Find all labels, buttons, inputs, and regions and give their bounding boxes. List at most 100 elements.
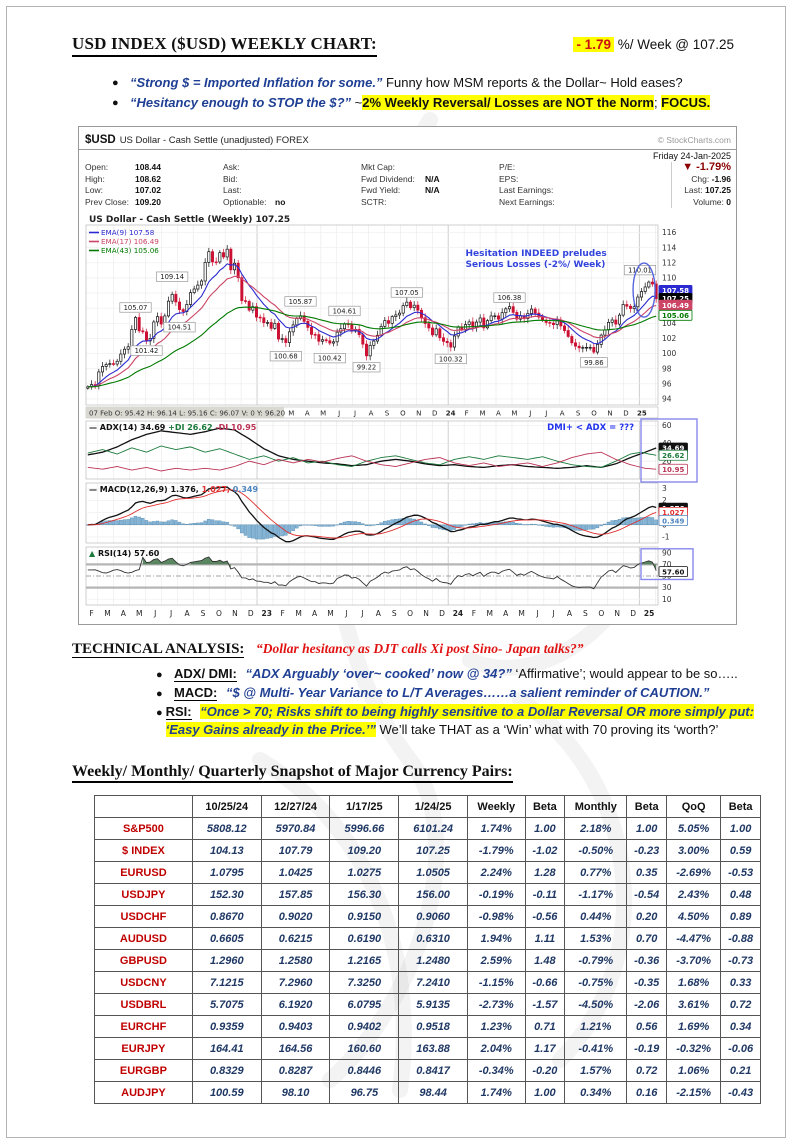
pair-value: 0.71 bbox=[524, 1015, 566, 1038]
bullet-quote: “Strong $ = Imported Inflation for some.… bbox=[130, 75, 383, 90]
technical-analysis-section: TECHNICAL ANALYSIS: “Dollar hesitancy as… bbox=[72, 641, 792, 739]
svg-text:100.32: 100.32 bbox=[439, 355, 463, 363]
svg-text:25: 25 bbox=[637, 410, 647, 418]
pair-value: 156.30 bbox=[329, 883, 400, 906]
table-column-header: Monthly bbox=[564, 795, 628, 818]
pair-value: -1.79% bbox=[467, 839, 526, 862]
table-row: EURJPY 164.41 164.56 160.60 163.88 2.04% 1.17-… bbox=[94, 1037, 761, 1060]
svg-text:24: 24 bbox=[453, 609, 463, 618]
quote-row: Next Earnings: bbox=[499, 197, 637, 209]
pair-value: 98.44 bbox=[398, 1081, 468, 1104]
svg-text:116: 116 bbox=[662, 228, 677, 237]
pair-value: 0.8670 bbox=[191, 905, 262, 928]
quote-value: N/A bbox=[425, 173, 440, 184]
table-row: USDBRL 5.7075 6.1920 6.0795 5.9135 -2.73% -1.5… bbox=[94, 993, 761, 1016]
pair-value: 0.9402 bbox=[329, 1015, 400, 1038]
svg-text:— ADX(14) 34.69 +DI 26.62 -D: — ADX(14) 34.69 +DI 26.62 -DI 10.95 bbox=[89, 423, 257, 432]
svg-text:O: O bbox=[400, 410, 406, 418]
quote-label: Low: bbox=[85, 185, 103, 195]
pair-value: -0.88 bbox=[720, 927, 761, 950]
svg-text:F: F bbox=[472, 609, 476, 618]
svg-text:A: A bbox=[369, 410, 374, 418]
ta-bullet-list: ● ADX/ DMI: “ADX Arguably ‘over~ cooked’ … bbox=[156, 665, 792, 739]
ta-bullet-label: RSI: bbox=[165, 704, 192, 720]
weekly-change-line: - 1.79 %/ Week @ 107.25 bbox=[573, 34, 734, 52]
pair-value: 98.10 bbox=[260, 1081, 331, 1104]
svg-text:M: M bbox=[487, 609, 493, 618]
quote-column: Open: 108.44 High: 108.62 Low: 107.02 Prev Clo… bbox=[85, 162, 223, 208]
svg-text:A: A bbox=[121, 609, 127, 618]
pair-value: 156.00 bbox=[398, 883, 468, 906]
table-column-header: Beta bbox=[626, 795, 668, 818]
table-column-header: QoQ bbox=[666, 795, 722, 818]
svg-text:M: M bbox=[320, 410, 326, 418]
svg-text:10.95: 10.95 bbox=[662, 466, 684, 474]
pair-label: USDCHF bbox=[94, 905, 193, 928]
svg-text:110: 110 bbox=[662, 274, 677, 283]
quote-row: Fwd Dividend: N/A bbox=[361, 174, 499, 186]
svg-text:1.027: 1.027 bbox=[662, 509, 684, 517]
bullet-text: Funny how MSM reports & the Dollar~ Hold… bbox=[382, 75, 683, 90]
page-title: USD INDEX ($USD) WEEKLY CHART: bbox=[72, 34, 377, 57]
quote-row: Last Earnings: bbox=[499, 185, 637, 197]
quote-row: Optionable: no bbox=[223, 197, 361, 209]
pair-value: 163.88 bbox=[398, 1037, 468, 1060]
pair-value: -0.06 bbox=[720, 1037, 761, 1060]
quote-label: Mkt Cap: bbox=[361, 162, 396, 172]
pair-value: 1.28 bbox=[524, 861, 566, 884]
rsi-group bbox=[87, 556, 657, 590]
pair-value: 0.56 bbox=[626, 1015, 668, 1038]
candles-group bbox=[86, 244, 658, 390]
svg-text:90: 90 bbox=[662, 548, 672, 557]
svg-text:105.87: 105.87 bbox=[289, 298, 313, 306]
pair-label: $ INDEX bbox=[94, 839, 193, 862]
pair-value: -0.19 bbox=[626, 1037, 668, 1060]
pair-label: AUDUSD bbox=[94, 927, 193, 950]
pair-label: EURGBP bbox=[94, 1059, 193, 1082]
quote-label: High: bbox=[85, 173, 105, 184]
pair-value: 0.34% bbox=[564, 1081, 628, 1104]
svg-text:J: J bbox=[169, 609, 172, 618]
svg-text:102: 102 bbox=[662, 334, 677, 343]
pair-value: 1.00 bbox=[524, 817, 566, 840]
pair-value: 0.35 bbox=[626, 861, 668, 884]
pair-value: 5996.66 bbox=[329, 817, 400, 840]
svg-text:20: 20 bbox=[662, 457, 672, 466]
pair-value: -0.56 bbox=[524, 905, 566, 928]
quote-row: Ask: bbox=[223, 162, 361, 174]
pair-value: 5808.12 bbox=[191, 817, 262, 840]
pair-value: -0.79% bbox=[564, 949, 628, 972]
chart-header: $USD US Dollar - Cash Settle (unadjusted)… bbox=[79, 127, 736, 150]
svg-text:N: N bbox=[614, 609, 620, 618]
pair-value: -0.36 bbox=[626, 949, 668, 972]
table-row: $ INDEX 104.13 107.79 109.20 107.25 -1.79% -1.… bbox=[94, 839, 761, 862]
quote-value: N/A bbox=[425, 185, 440, 195]
pair-value: 5.7075 bbox=[191, 993, 262, 1016]
pair-label: USDCNY bbox=[94, 971, 193, 994]
ta-bullet-text: ‘Affirmative’; would appear to be so….. bbox=[511, 666, 738, 681]
svg-text:O: O bbox=[598, 609, 604, 618]
pair-value: 5970.84 bbox=[260, 817, 331, 840]
pair-value: -0.23 bbox=[626, 839, 668, 862]
pair-value: 1.0795 bbox=[191, 861, 262, 884]
pair-label: EURCHF bbox=[94, 1015, 193, 1038]
weekly-change-suffix: %/ Week @ 107.25 bbox=[613, 37, 734, 52]
svg-text:A: A bbox=[496, 410, 501, 418]
pair-value: 109.20 bbox=[329, 839, 400, 862]
pair-value: -0.54 bbox=[626, 883, 668, 906]
table-head: 10/25/24 12/27/24 1/17/25 1/24/25 Weekly Beta… bbox=[94, 795, 761, 818]
table-row: AUDUSD 0.6605 0.6215 0.6190 0.6310 1.94% 1.11 1… bbox=[94, 927, 761, 950]
svg-text:S: S bbox=[583, 609, 588, 618]
svg-text:J: J bbox=[344, 609, 347, 618]
svg-text:109.14: 109.14 bbox=[160, 273, 184, 281]
pair-value: 7.3250 bbox=[329, 971, 400, 994]
pair-value: -2.73% bbox=[467, 993, 526, 1016]
pair-value: 1.2580 bbox=[260, 949, 331, 972]
svg-text:-1: -1 bbox=[662, 533, 670, 542]
weekly-change-badge: - 1.79 bbox=[573, 37, 614, 52]
pair-value: 1.2960 bbox=[191, 949, 262, 972]
quote-row: Bid: bbox=[223, 174, 361, 186]
quote-row: SCTR: bbox=[361, 197, 499, 209]
ta-bullet-quote: “ADX Arguably ‘over~ cooked’ now @ 34?” bbox=[245, 666, 512, 681]
svg-text:107.05: 107.05 bbox=[395, 289, 419, 297]
